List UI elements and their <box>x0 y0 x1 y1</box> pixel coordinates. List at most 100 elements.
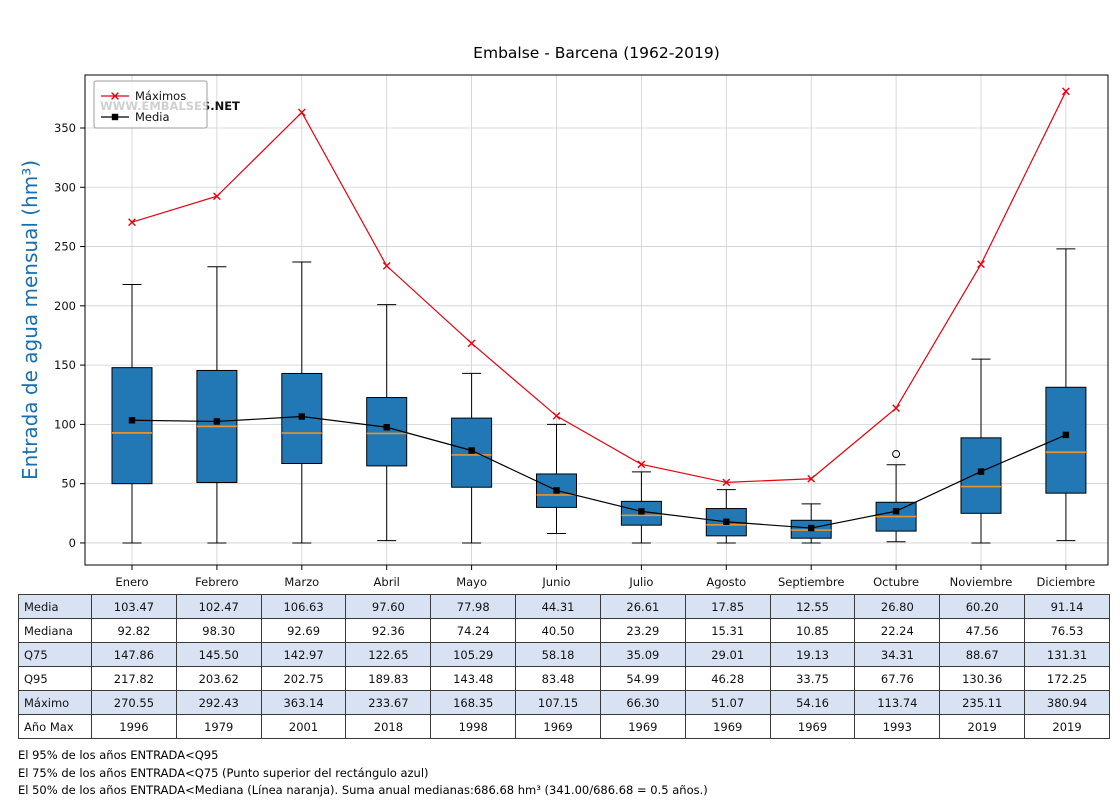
y-tick-label: 100 <box>54 417 76 431</box>
square-marker <box>298 413 305 420</box>
table-cell: 92.36 <box>345 618 432 643</box>
table-cell: 22.24 <box>854 618 941 643</box>
footnote-q95: El 95% de los años ENTRADA<Q95 <box>18 748 219 762</box>
legend-square-marker-icon <box>111 113 119 121</box>
table-cell: 77.98 <box>430 594 517 619</box>
table-cell: 60.20 <box>939 594 1026 619</box>
x-marker <box>552 412 561 420</box>
table-cell: 107.15 <box>515 690 601 715</box>
table-row: Q95 217.82 203.62 202.75 189.83 143.48 83.48 54… <box>18 666 1110 691</box>
x-marker <box>807 474 816 483</box>
table-cell: 97.60 <box>345 594 432 619</box>
table-cell: 217.82 <box>91 666 177 691</box>
x-marker <box>467 339 476 348</box>
x-tick-label: Julio <box>628 575 653 589</box>
x-tick-label: Febrero <box>195 575 238 589</box>
table-cell: 51.07 <box>684 690 771 715</box>
x-tick-label: Enero <box>115 575 148 589</box>
box-abril <box>366 397 408 467</box>
table-cell: 54.99 <box>599 666 686 691</box>
table-row-label: Q75 <box>18 642 92 667</box>
table-cell: 1979 <box>175 714 262 739</box>
table-cell: 103.47 <box>91 594 177 619</box>
table-cell: 1969 <box>515 714 601 739</box>
footnotes: El 95% de los años ENTRADA<Q95 El 75% de… <box>18 747 708 800</box>
square-marker <box>553 487 560 494</box>
table-cell: 1969 <box>599 714 686 739</box>
chart-svg: WWW.EMBALSES.NET050100150200250300350Ene… <box>54 74 1109 589</box>
table-cell: 270.55 <box>91 690 177 715</box>
table-cell: 40.50 <box>515 618 601 643</box>
table-cell: 147.86 <box>91 642 177 667</box>
y-tick-label: 150 <box>54 358 76 372</box>
table-row-label: Año Max <box>18 714 92 739</box>
table-cell: 92.69 <box>260 618 347 643</box>
box-diciembre <box>1045 386 1087 494</box>
plot-border <box>84 74 1109 566</box>
table-row: Q75 147.86 145.50 142.97 122.65 105.29 58.18 35… <box>18 642 1110 667</box>
table-cell: 1998 <box>430 714 517 739</box>
square-marker <box>808 524 815 532</box>
table-cell: 35.09 <box>599 642 686 667</box>
table-cell: 66.30 <box>599 690 686 715</box>
box-noviembre <box>960 437 1002 514</box>
x-tick-label: Octubre <box>873 575 919 589</box>
table-cell: 113.74 <box>854 690 941 715</box>
series-line-media <box>131 415 1067 529</box>
table-cell: 46.28 <box>684 666 771 691</box>
y-tick-label: 50 <box>61 477 76 491</box>
x-marker <box>382 262 391 270</box>
chart-title: Embalse - Barcena (1962-2019) <box>473 44 720 62</box>
table-cell: 235.11 <box>939 690 1026 715</box>
legend-label-media: Media <box>135 110 170 124</box>
square-marker <box>892 507 900 515</box>
table-cell: 292.43 <box>175 690 262 715</box>
table-cell: 47.56 <box>939 618 1026 643</box>
y-tick-label: 0 <box>69 536 76 550</box>
x-marker <box>637 460 646 469</box>
x-tick-label: Septiembre <box>778 575 845 589</box>
legend-box <box>93 80 208 129</box>
table-cell: 1969 <box>684 714 771 739</box>
table-cell: 26.61 <box>599 594 686 619</box>
table-cell: 2018 <box>345 714 432 739</box>
table-cell: 19.13 <box>769 642 856 667</box>
y-tick-label: 200 <box>54 299 76 313</box>
table-cell: 363.14 <box>260 690 347 715</box>
table-cell: 2019 <box>939 714 1026 739</box>
table-cell: 106.63 <box>260 594 347 619</box>
table-row-label: Máximo <box>18 690 92 715</box>
table-cell: 23.29 <box>599 618 686 643</box>
box-enero <box>111 367 153 485</box>
series-line-maximos <box>131 91 1067 484</box>
y-tick-label: 300 <box>54 180 76 194</box>
table-row-label: Media <box>18 594 92 619</box>
table-cell: 233.67 <box>345 690 432 715</box>
x-marker <box>1062 87 1070 96</box>
table-cell: 74.24 <box>430 618 517 643</box>
table-cell: 1996 <box>91 714 177 739</box>
x-marker <box>213 192 221 201</box>
x-marker <box>297 108 306 117</box>
footnote-mediana: El 50% de los años ENTRADA<Mediana (Líne… <box>18 783 708 797</box>
table-cell: 88.67 <box>939 642 1026 667</box>
table-cell: 76.53 <box>1024 618 1110 643</box>
table-cell: 130.36 <box>939 666 1026 691</box>
table-row-label: Mediana <box>18 618 92 643</box>
y-tick-label: 350 <box>54 121 76 135</box>
stats-table-body: Media 103.47 102.47 106.63 97.60 77.98 44.31 26… <box>18 594 1110 739</box>
table-cell: 102.47 <box>175 594 262 619</box>
square-marker <box>128 417 136 424</box>
stats-table: Media 103.47 102.47 106.63 97.60 77.98 44.31 26… <box>18 594 1110 739</box>
table-cell: 34.31 <box>854 642 941 667</box>
table-cell: 145.50 <box>175 642 262 667</box>
table-cell: 92.82 <box>91 618 177 643</box>
table-cell: 131.31 <box>1024 642 1110 667</box>
x-marker <box>977 260 985 269</box>
table-row: Máximo 270.55 292.43 363.14 233.67 168.35 107.… <box>18 690 1110 715</box>
table-cell: 2001 <box>260 714 347 739</box>
x-tick-label: Mayo <box>456 575 487 589</box>
legend: Máximos Media <box>93 80 208 129</box>
table-cell: 1993 <box>854 714 941 739</box>
square-marker <box>1062 431 1070 439</box>
